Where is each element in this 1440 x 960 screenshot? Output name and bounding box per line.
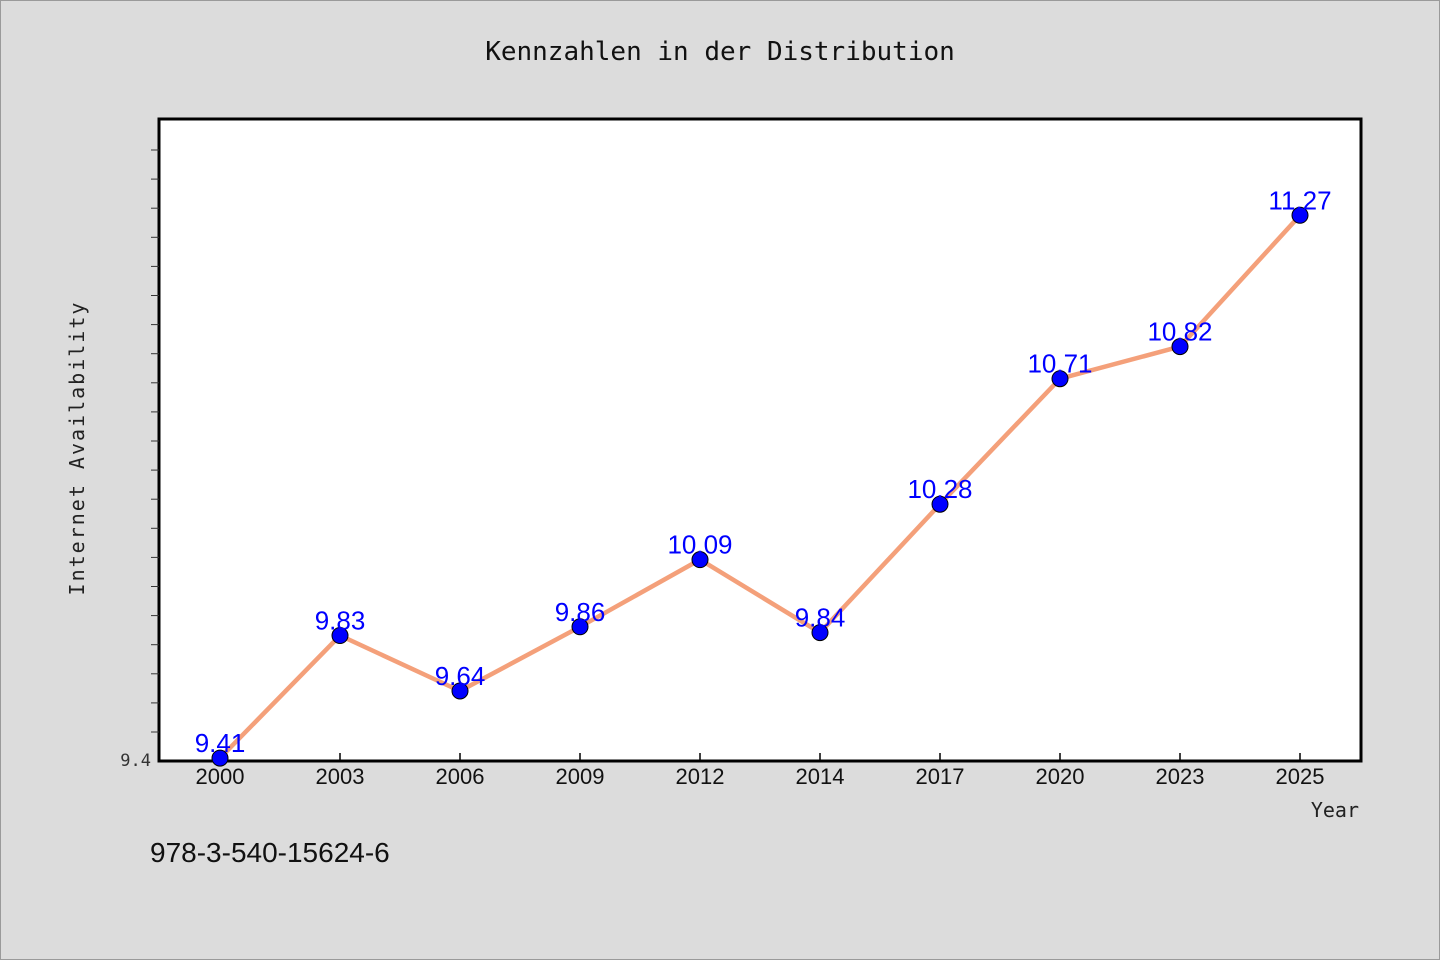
y-axis-ticks [151, 149, 159, 733]
y-axis-label: Internet Availability [65, 301, 89, 596]
plot-area [157, 117, 1363, 763]
data-label: 10.82 [1147, 317, 1212, 347]
series-line [217, 213, 1303, 761]
data-label: 10.09 [667, 530, 732, 560]
data-point [1051, 370, 1069, 388]
data-point [691, 551, 709, 569]
x-tick-label: 2023 [1156, 764, 1205, 789]
data-point [1291, 206, 1309, 224]
data-label: 9.83 [315, 606, 366, 636]
footer-isbn: 978-3-540-15624-6 [150, 837, 390, 868]
x-tick-label: 2014 [796, 764, 845, 789]
data-label: 9.84 [795, 603, 846, 633]
data-point [451, 682, 469, 700]
x-tick-label: 2003 [316, 764, 365, 789]
data-label: 10.28 [907, 474, 972, 504]
data-label: 9.86 [555, 597, 606, 627]
data-point [1171, 338, 1189, 356]
x-axis-label: Year [1311, 798, 1359, 822]
x-tick-label: 2006 [436, 764, 485, 789]
data-point [571, 618, 589, 636]
x-tick-label: 2025 [1276, 764, 1325, 789]
data-point [931, 495, 949, 513]
data-label: 11.27 [1268, 185, 1331, 215]
x-tick-label: 2012 [676, 764, 725, 789]
data-point [331, 627, 349, 645]
data-point [211, 749, 229, 767]
data-point [811, 624, 829, 642]
x-tick-label: 2020 [1036, 764, 1085, 789]
x-tick-label: 2009 [556, 764, 605, 789]
data-label: 10.71 [1027, 349, 1092, 379]
data-label: 9.64 [435, 661, 486, 691]
chart-title: Kennzahlen in der Distribution [485, 37, 955, 67]
x-tick-label: 2000 [196, 764, 245, 789]
x-tick-label: 2017 [916, 764, 965, 789]
y-tick-label: 9.4 [120, 751, 151, 771]
series-layer: 9.41 9.83 9.64 9.86 10.09 9.84 10.28 10.71 10.82… [195, 185, 1332, 767]
data-label: 9.41 [195, 728, 246, 758]
